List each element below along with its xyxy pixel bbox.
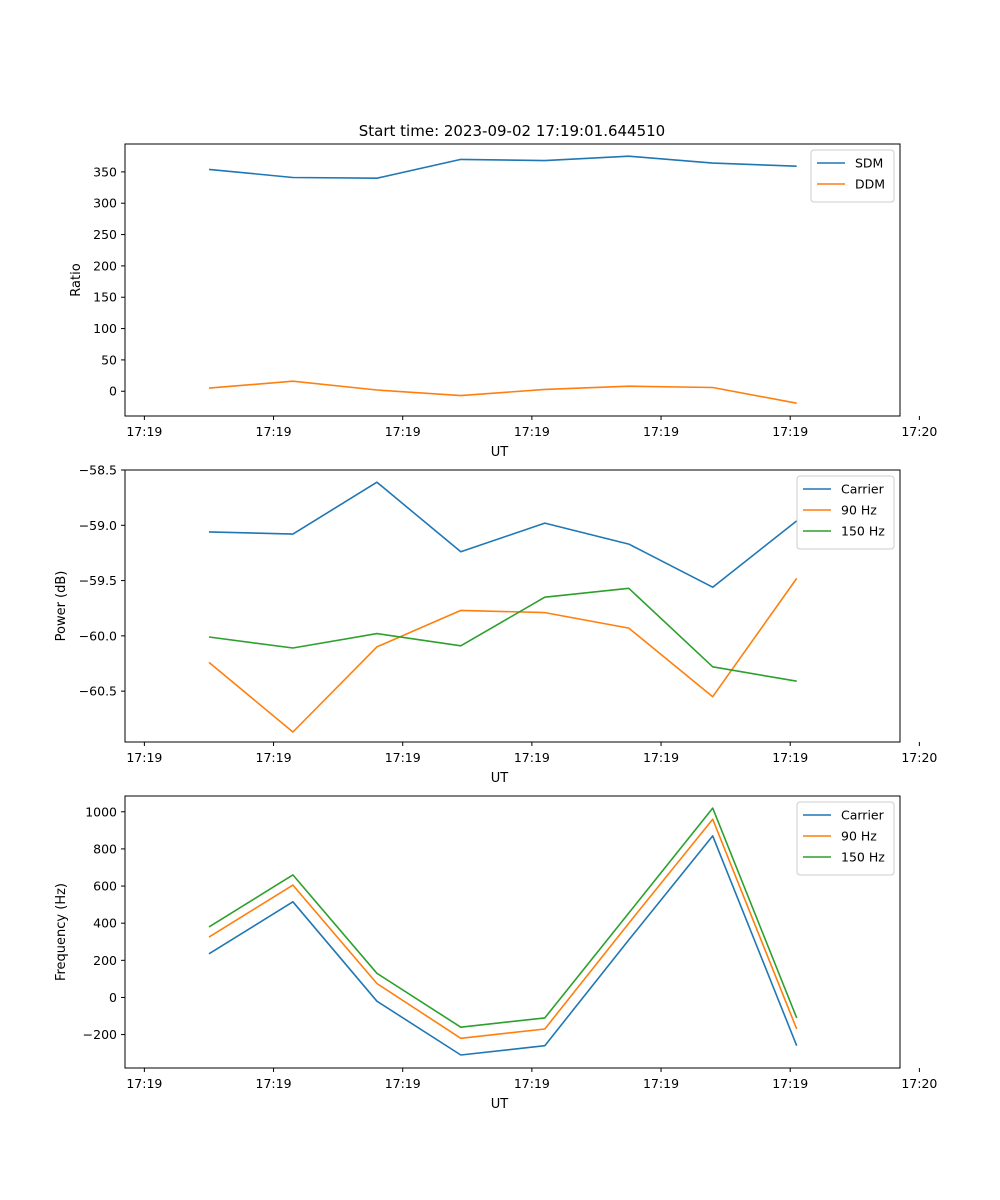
x-tick-label: 17:19 <box>256 750 292 765</box>
x-tick-label: 17:19 <box>772 424 808 439</box>
legend-label: 150 Hz <box>841 850 885 865</box>
axes-frame <box>124 795 901 1069</box>
chart-panel-3: 17:19 17:19 17:19 17:19 17:19 17:19 17:20 −200 0… <box>54 795 937 1112</box>
y-tick-label: −60.0 <box>79 628 117 643</box>
x-tick-label: 17:19 <box>643 1076 679 1091</box>
y-tick-label: 50 <box>101 352 117 367</box>
y-tick-label: 200 <box>93 953 117 968</box>
legend-label: Carrier <box>841 808 885 823</box>
y-tick-label: 100 <box>93 321 117 336</box>
y-tick-label: 200 <box>93 258 117 273</box>
legend-label: DDM <box>855 177 885 192</box>
y-tick-label: −59.0 <box>79 518 117 533</box>
y-tick-label: 300 <box>93 196 117 211</box>
series-line-90-hz <box>208 818 798 1040</box>
y-axis-label: Power (dB) <box>54 571 69 642</box>
y-tick-label: −59.5 <box>79 573 117 588</box>
series-line-150-hz <box>208 587 797 682</box>
y-tick-label: 400 <box>93 916 117 931</box>
series-line-carrier <box>208 481 798 589</box>
x-tick-label: 17:19 <box>643 424 679 439</box>
x-tick-label: 17:19 <box>126 424 162 439</box>
chart-panel-2: 17:19 17:19 17:19 17:19 17:19 17:19 17:20 −58.5… <box>54 463 937 787</box>
legend-label: 90 Hz <box>841 503 877 518</box>
x-tick-label: 17:19 <box>256 424 292 439</box>
x-tick-label: 17:19 <box>256 1076 292 1091</box>
axes-frame <box>124 143 901 417</box>
y-tick-label: 150 <box>93 290 117 305</box>
axes-frame <box>124 469 901 743</box>
figure-title: Start time: 2023-09-02 17:19:01.644510 <box>359 122 665 140</box>
series-line-150-hz <box>208 807 798 1028</box>
x-tick-label: 17:19 <box>772 1076 808 1091</box>
y-tick-label: 350 <box>93 164 117 179</box>
y-tick-label: −60.5 <box>79 684 117 699</box>
x-tick-label: 17:19 <box>514 424 550 439</box>
x-tick-label: 17:20 <box>901 1076 937 1091</box>
x-tick-label: 17:19 <box>126 1076 162 1091</box>
y-axis-label: Frequency (Hz) <box>54 883 69 981</box>
x-axis-label: UT <box>491 771 509 786</box>
legend-label: SDM <box>855 156 883 171</box>
x-tick-label: 17:19 <box>385 750 421 765</box>
x-tick-label: 17:19 <box>385 1076 421 1091</box>
x-axis-label: UT <box>491 1097 509 1112</box>
series-line-sdm <box>208 155 797 179</box>
x-tick-label: 17:19 <box>126 750 162 765</box>
x-tick-label: 17:19 <box>514 750 550 765</box>
y-tick-label: 600 <box>93 879 117 894</box>
charts-container: 17:19 17:19 17:19 17:19 17:19 17:19 17:20 0 50 10… <box>54 143 937 1112</box>
legend-label: 150 Hz <box>841 524 885 539</box>
y-tick-label: 0 <box>109 384 117 399</box>
y-tick-label: −58.5 <box>79 463 117 478</box>
x-tick-label: 17:20 <box>901 750 937 765</box>
legend-label: Carrier <box>841 482 885 497</box>
y-tick-label: 250 <box>93 227 117 242</box>
x-tick-label: 17:20 <box>901 424 937 439</box>
legend: Carrier 90 Hz 150 Hz <box>796 801 895 876</box>
legend-label: 90 Hz <box>841 829 877 844</box>
x-tick-label: 17:19 <box>385 424 421 439</box>
x-axis-label: UT <box>491 445 509 460</box>
y-tick-label: 800 <box>93 841 117 856</box>
series-line-ddm <box>208 380 797 404</box>
x-tick-label: 17:19 <box>514 1076 550 1091</box>
y-axis-label: Ratio <box>69 263 84 296</box>
legend: SDM DDM <box>810 149 895 203</box>
x-tick-label: 17:19 <box>772 750 808 765</box>
x-tick-label: 17:19 <box>643 750 679 765</box>
series-line-carrier <box>208 835 798 1056</box>
series-line-90-hz <box>208 577 798 733</box>
legend: Carrier 90 Hz 150 Hz <box>796 475 895 550</box>
y-tick-label: −200 <box>83 1027 117 1042</box>
chart-panel-1: 17:19 17:19 17:19 17:19 17:19 17:19 17:20 0 50 10… <box>69 143 937 460</box>
y-tick-label: 0 <box>109 990 117 1005</box>
y-tick-label: 1000 <box>85 804 117 819</box>
